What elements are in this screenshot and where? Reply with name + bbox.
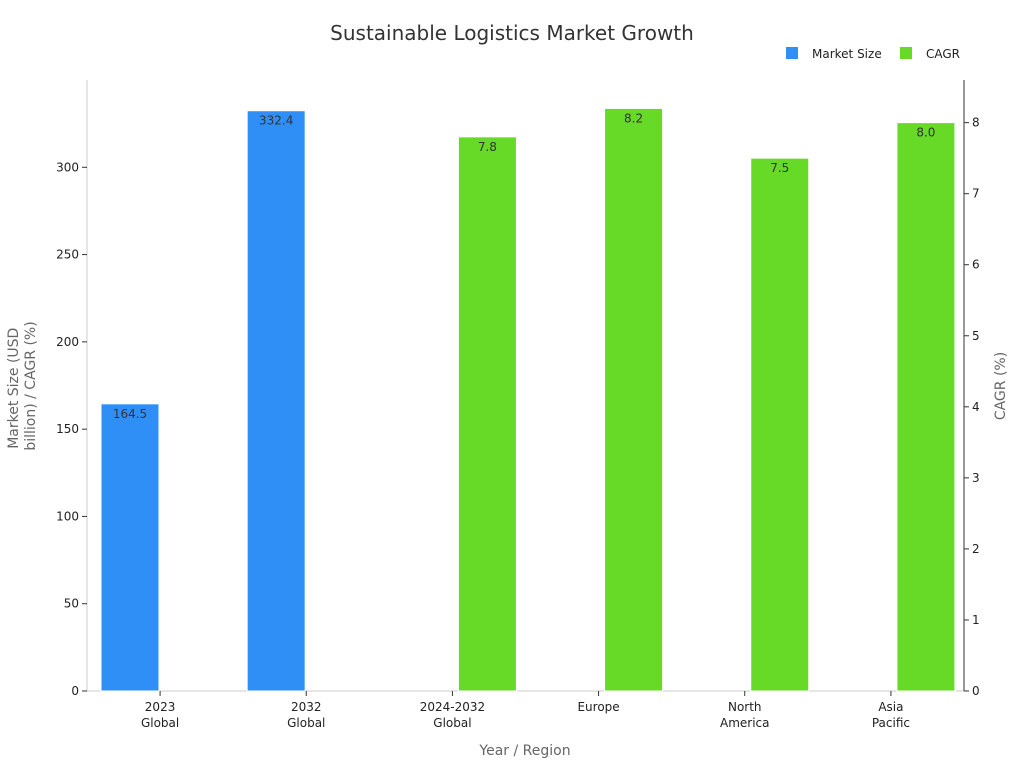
x-tick-label-line: Pacific [872, 716, 910, 730]
x-tick-label: 2032 Global [287, 700, 325, 730]
bar-cagr [750, 157, 810, 692]
y2-tick-label: 8 [972, 116, 980, 130]
y2-tick-label: 7 [972, 187, 980, 201]
legend-label-market-size: Market Size [812, 47, 882, 61]
y-axis-title-line1: Market Size (USD [6, 328, 22, 449]
bar-market-size [246, 110, 306, 692]
y2-tick-label: 2 [972, 542, 980, 556]
y2-axis-ticks: 0 1 2 3 4 5 6 7 8 [964, 116, 980, 698]
bar-market-size [100, 403, 160, 692]
data-label: 7.8 [478, 140, 497, 154]
x-tick-label-line: Asia [878, 700, 903, 714]
x-tick-label-line: America [720, 716, 770, 730]
y-tick-label: 300 [56, 160, 79, 174]
data-label: 332.4 [259, 114, 293, 128]
y2-tick-label: 5 [972, 329, 980, 343]
x-tick-label: 2024-2032 Global [420, 700, 485, 730]
y2-axis-title: CAGR (%) [993, 352, 1009, 420]
x-axis-ticks: 2023 Global 2032 Global 2024-2032 Global Europ… [141, 691, 910, 730]
x-tick-label-line: 2032 [291, 700, 322, 714]
data-label: 7.5 [770, 161, 789, 175]
legend-swatch-market-size [786, 47, 798, 59]
x-tick-label-line: Global [287, 716, 325, 730]
legend-label-cagr: CAGR [926, 47, 960, 61]
y-tick-label: 200 [56, 335, 79, 349]
y-axis-ticks: 0 50 100 150 200 250 300 [56, 160, 87, 698]
bars [100, 107, 956, 692]
y2-tick-label: 3 [972, 471, 980, 485]
y2-tick-label: 0 [972, 684, 980, 698]
bar-cagr [604, 107, 664, 692]
x-tick-label: Europe [577, 700, 619, 714]
data-labels: 164.5 332.4 7.8 8.2 7.5 8.0 [113, 111, 936, 420]
x-tick-label-line: 2023 [145, 700, 176, 714]
bar-cagr [457, 136, 517, 692]
x-tick-label-line: Global [141, 716, 179, 730]
data-label: 8.2 [624, 111, 643, 125]
x-axis-title: Year / Region [478, 743, 570, 759]
y-tick-label: 100 [56, 509, 79, 523]
x-tick-label: North America [720, 700, 770, 730]
legend-swatch-cagr [900, 47, 912, 59]
y-tick-label: 0 [71, 684, 79, 698]
y2-tick-label: 1 [972, 613, 980, 627]
data-label: 164.5 [113, 407, 147, 421]
chart-title: Sustainable Logistics Market Growth [330, 21, 694, 45]
y-tick-label: 150 [56, 422, 79, 436]
y-axis-title-line2: billion) / CAGR (%) [23, 321, 39, 450]
y-tick-label: 250 [56, 248, 79, 262]
x-tick-label: Asia Pacific [872, 700, 910, 730]
data-label: 8.0 [916, 126, 935, 140]
x-tick-label-line: Global [433, 716, 471, 730]
x-tick-label-line: 2024-2032 [420, 700, 485, 714]
x-tick-label-line: Europe [577, 700, 619, 714]
legend: Market Size CAGR [786, 47, 960, 61]
y-tick-label: 50 [64, 597, 79, 611]
y2-tick-label: 6 [972, 258, 980, 272]
y-axis-title: Market Size (USD billion) / CAGR (%) [6, 321, 39, 450]
x-tick-label: 2023 Global [141, 700, 179, 730]
y2-tick-label: 4 [972, 400, 980, 414]
x-tick-label-line: North [728, 700, 762, 714]
bar-cagr [896, 122, 956, 692]
axes [86, 80, 965, 692]
